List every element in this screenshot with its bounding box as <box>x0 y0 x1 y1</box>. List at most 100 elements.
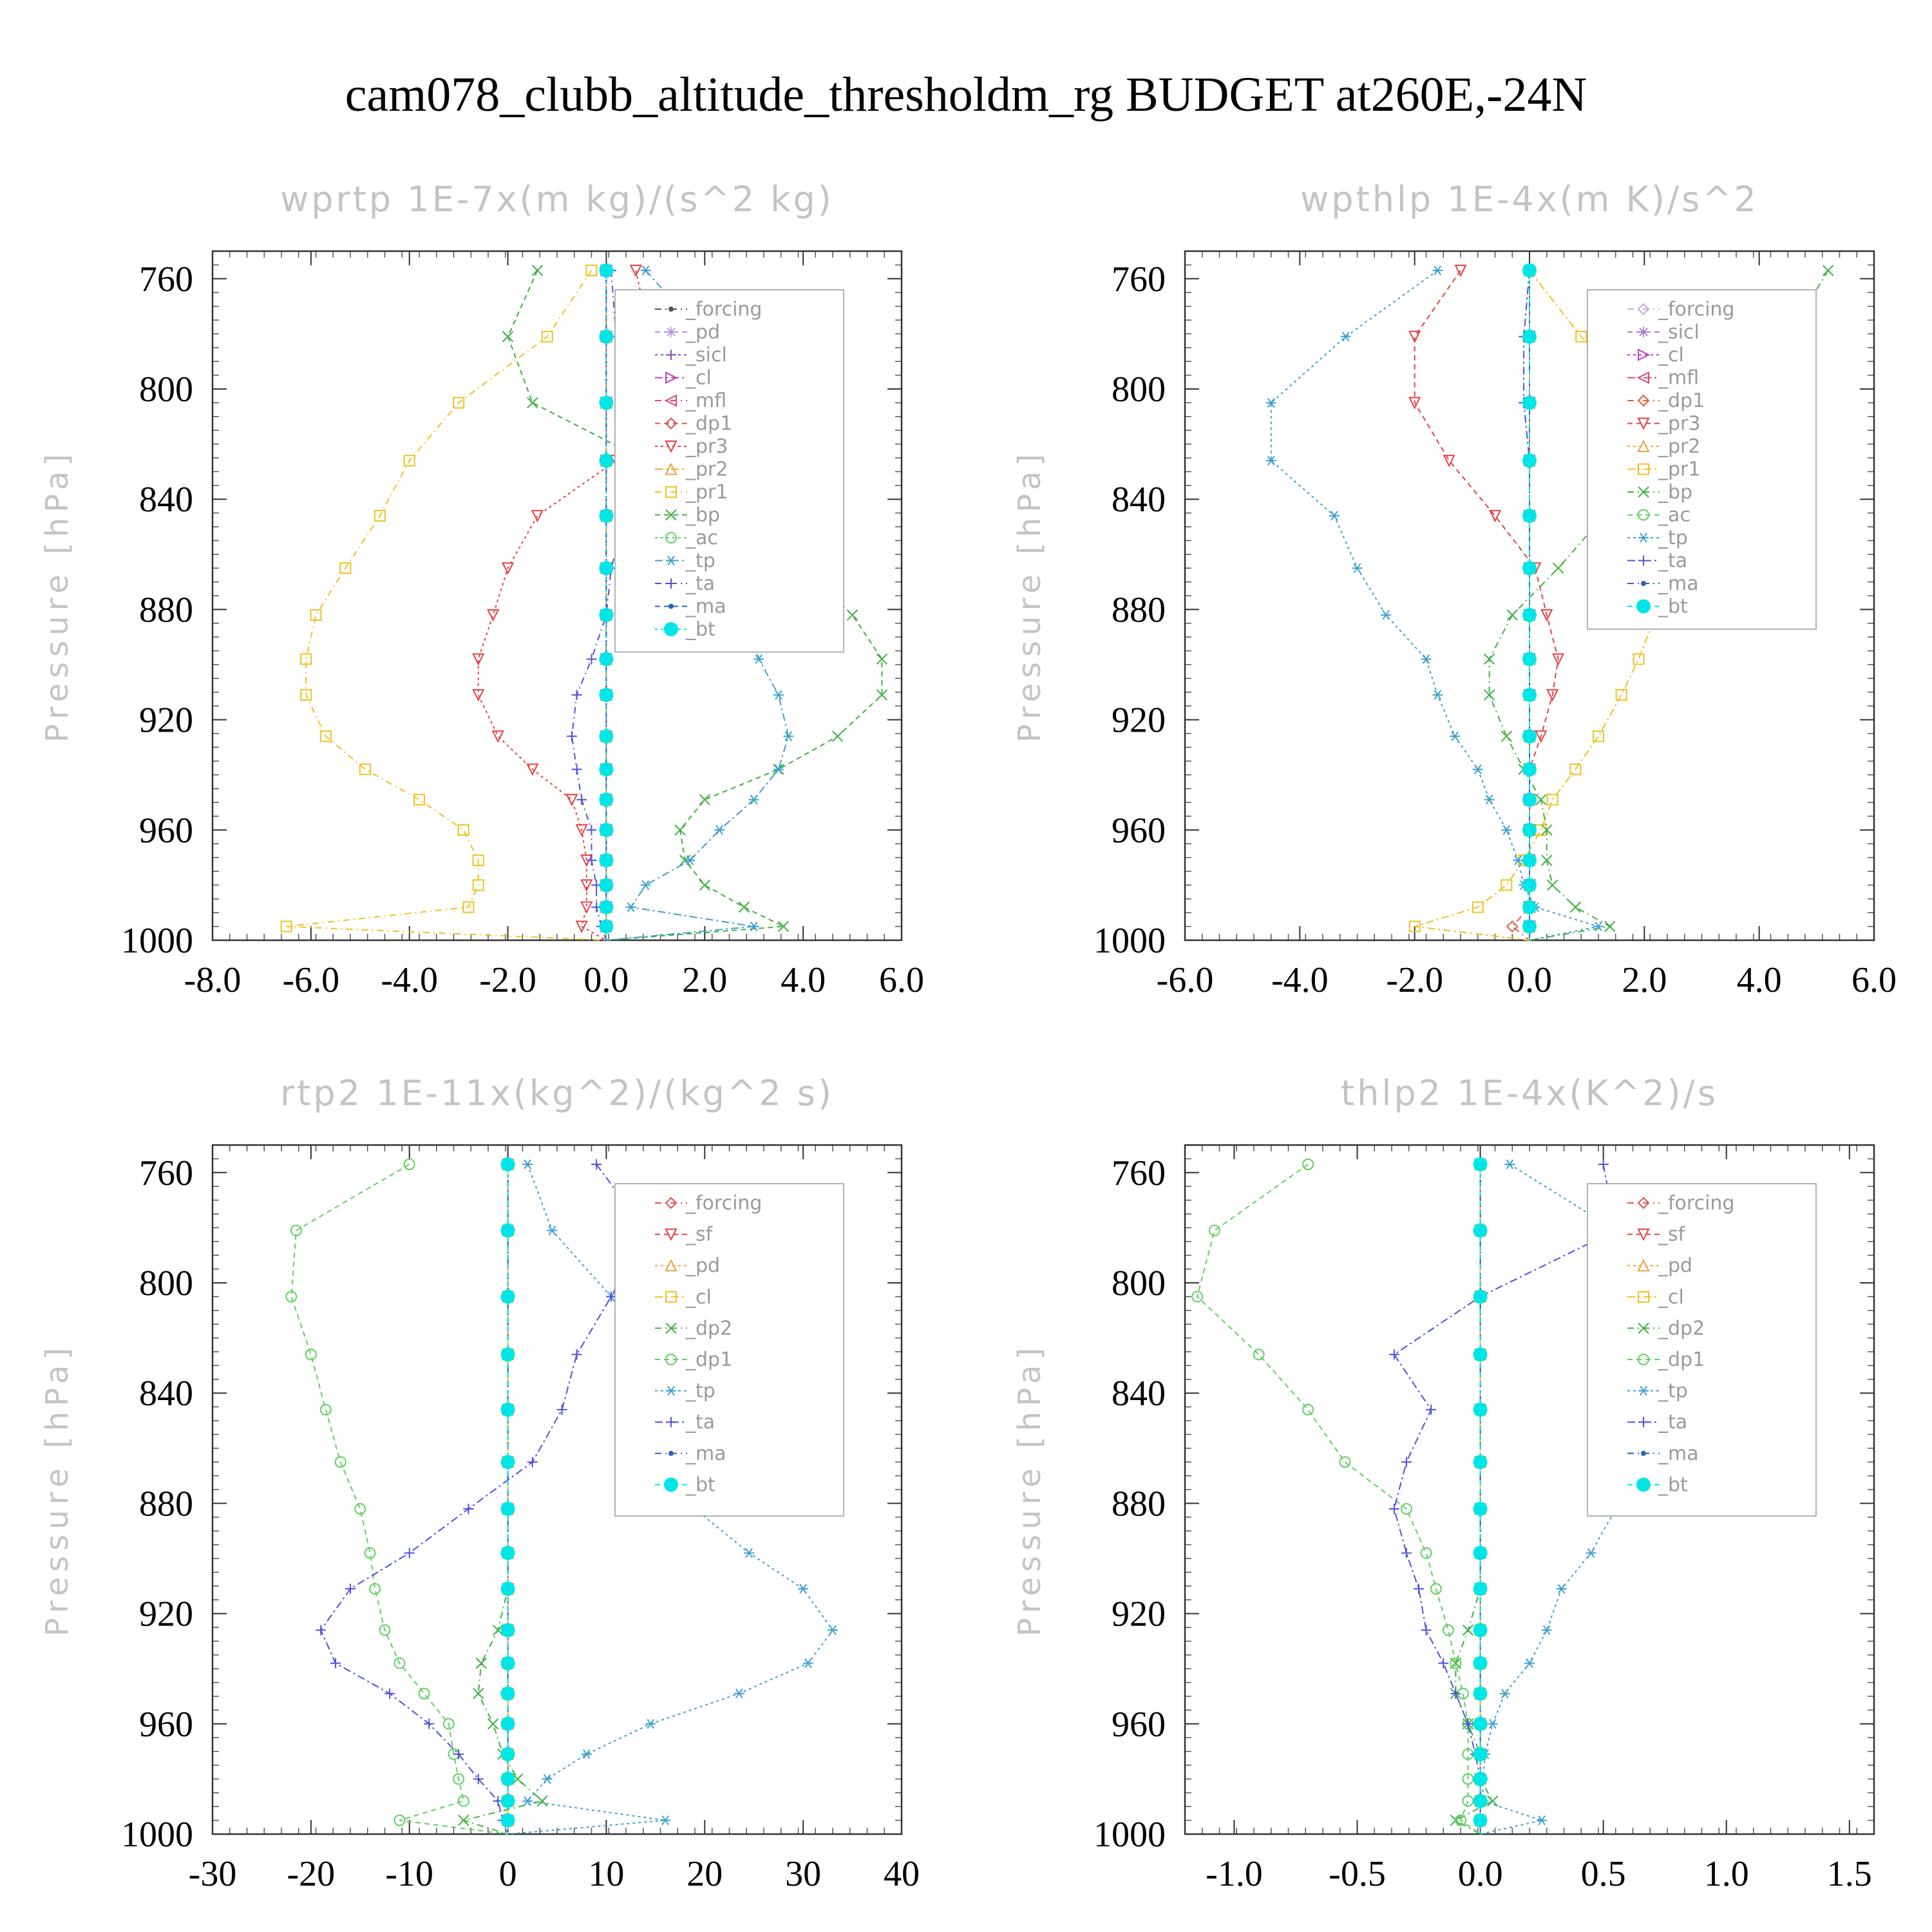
data-point <box>531 265 544 276</box>
legend-marker <box>1637 1258 1650 1272</box>
y-tick-label: 840 <box>1112 480 1166 520</box>
data-point <box>645 1719 656 1729</box>
data-point <box>1501 825 1512 835</box>
data-point <box>1253 1349 1265 1361</box>
legend-label: _cl <box>1658 1286 1684 1309</box>
legend-marker <box>665 1197 677 1209</box>
data-point <box>556 1404 567 1415</box>
data-point <box>744 1548 755 1558</box>
legend-marker <box>1638 533 1649 543</box>
data-point <box>457 824 469 836</box>
legend-marker <box>668 603 674 609</box>
data-point <box>599 900 614 914</box>
data-point <box>1551 653 1565 666</box>
legend-entry: _forcing <box>655 298 762 321</box>
data-point <box>492 1624 504 1636</box>
data-point <box>1408 330 1421 343</box>
data-point <box>512 1773 524 1785</box>
data-point <box>1430 1583 1442 1595</box>
series-pr1 <box>280 264 607 941</box>
legend-marker <box>665 371 678 384</box>
plot-frame <box>1184 1144 1875 1835</box>
data-point <box>1569 901 1582 913</box>
legend-entry: _pr3 <box>1627 413 1700 435</box>
data-point <box>1586 1548 1596 1558</box>
legend-label: _pr1 <box>1658 459 1700 481</box>
y-axis-label: Pressure [hPa] <box>1012 449 1048 743</box>
legend-label: _sicl <box>685 344 727 366</box>
legend-entry: _ma <box>1627 573 1699 595</box>
y-axis-label: Pressure [hPa] <box>39 449 75 743</box>
data-point <box>1432 690 1443 700</box>
legend-marker <box>1637 439 1650 452</box>
series-bt <box>500 1157 515 1834</box>
x-tick-label: 1.5 <box>1827 1854 1872 1894</box>
data-point <box>413 793 425 806</box>
y-tick-label: 1000 <box>1094 1815 1166 1855</box>
legend-label: _dp1 <box>1658 390 1705 412</box>
data-point <box>500 1716 515 1731</box>
data-point <box>393 1814 406 1826</box>
data-point <box>1421 1625 1432 1636</box>
data-point <box>500 1794 515 1808</box>
data-point <box>580 879 593 892</box>
data-point <box>575 920 588 933</box>
x-tick-label: -2.0 <box>479 960 536 1000</box>
legend-label: _dp1 <box>685 413 732 435</box>
data-point <box>1442 1624 1454 1636</box>
data-point <box>1546 689 1559 702</box>
data-point <box>1546 879 1558 891</box>
data-point <box>487 1718 499 1730</box>
data-point <box>748 922 759 932</box>
data-point <box>1265 455 1276 466</box>
data-point <box>1522 652 1537 667</box>
legend-entry: _pd <box>655 321 720 344</box>
data-point <box>462 901 475 913</box>
legend-entry: _cl <box>655 1286 712 1309</box>
data-point <box>458 1814 469 1826</box>
data-point <box>1522 263 1537 278</box>
legend-entry: _pr2 <box>1627 435 1700 458</box>
data-point <box>1522 607 1537 622</box>
data-point <box>418 1687 430 1700</box>
legend-label: _forcing <box>685 1192 762 1215</box>
data-point <box>586 824 597 835</box>
data-point <box>599 853 614 867</box>
x-tick-label: 6.0 <box>1852 960 1897 1000</box>
legend-entry: _dp1 <box>1627 1349 1705 1371</box>
legend-entry: _ma <box>1627 1443 1699 1465</box>
data-point <box>500 1347 515 1362</box>
y-axis-label: Pressure [hPa] <box>39 1343 75 1636</box>
data-point <box>575 824 588 837</box>
data-point <box>1569 763 1582 775</box>
data-point <box>1522 822 1537 837</box>
legend-label: _mfl <box>685 390 726 412</box>
data-point <box>599 263 614 278</box>
x-tick-label: 4.0 <box>1737 960 1782 1000</box>
data-point <box>1522 561 1537 576</box>
data-point <box>1400 1502 1412 1515</box>
series-line <box>1196 1164 1481 1835</box>
x-tick-label: -20 <box>287 1854 336 1894</box>
legend: _forcing _sf _pd _cl _dp2 _dp1 _tp _ta _ma _bt <box>1587 1183 1817 1517</box>
y-tick-label: 760 <box>1112 260 1166 299</box>
data-point <box>1522 395 1537 410</box>
data-point <box>527 397 538 409</box>
data-point <box>369 1583 381 1595</box>
data-point <box>566 731 577 742</box>
data-point <box>300 653 312 665</box>
legend-label: _dp2 <box>685 1317 732 1340</box>
data-point <box>1615 689 1627 701</box>
legend-marker <box>1638 1386 1649 1396</box>
data-point <box>599 329 614 344</box>
data-point <box>1463 1718 1473 1729</box>
y-tick-label: 880 <box>1112 1484 1166 1524</box>
data-point <box>783 731 794 741</box>
legend-label: _bt <box>1658 596 1688 618</box>
legend-box <box>614 289 844 653</box>
legend-entry: _bt <box>655 1473 715 1496</box>
plot-frame <box>211 250 903 942</box>
legend: _forcing_sicl_cl_mfl_dp1_pr3_pr2_pr1_bp_… <box>1587 289 1817 630</box>
legend-label: _pr2 <box>685 459 728 481</box>
legend-marker <box>665 1322 677 1334</box>
